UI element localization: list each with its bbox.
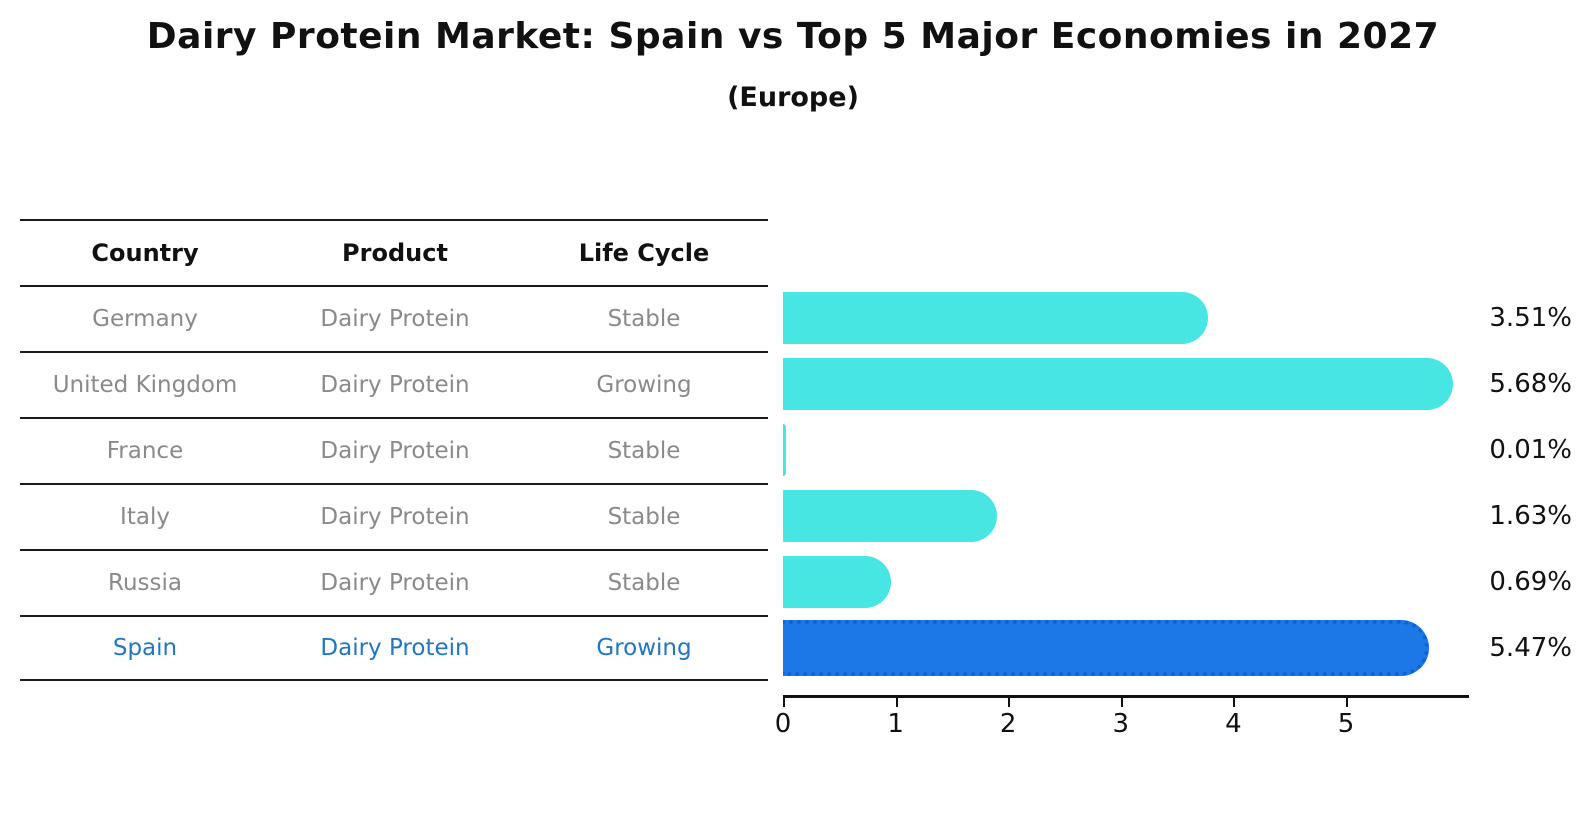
x-tick-mark <box>1120 698 1123 707</box>
x-tick-label: 3 <box>1112 709 1130 739</box>
cell-country: Italy <box>120 504 170 530</box>
bar-italy <box>783 490 997 542</box>
column-header-country: Country <box>91 239 199 267</box>
x-tick-label: 1 <box>887 709 904 739</box>
table-row-united-kingdom: United Kingdom Dairy Protein Growing <box>20 351 768 417</box>
value-label-column: 3.51% 5.68% 0.01% 1.63% 0.69% 5.47% <box>1458 285 1572 681</box>
column-header-lifecycle: Life Cycle <box>578 239 710 267</box>
value-label-france: 0.01% <box>1489 435 1572 465</box>
cell-product: Dairy Protein <box>320 372 470 398</box>
cell-country: Russia <box>108 570 182 596</box>
table-header-row: Country Product Life Cycle <box>20 219 768 285</box>
cell-lifecycle: Growing <box>596 372 692 398</box>
bar-slot-united-kingdom <box>783 351 1483 417</box>
cell-product: Dairy Protein <box>320 438 470 464</box>
value-label-russia: 0.69% <box>1489 567 1572 597</box>
table-row-france: France Dairy Protein Stable <box>20 417 768 483</box>
x-axis-line <box>783 695 1469 698</box>
bar-slot-germany <box>783 285 1483 351</box>
cell-country: Spain <box>112 635 178 661</box>
bar-slot-france <box>783 417 1483 483</box>
x-tick-label: 4 <box>1225 709 1242 739</box>
value-label-united-kingdom: 5.68% <box>1489 369 1572 399</box>
cell-lifecycle: Stable <box>607 306 681 332</box>
x-tick-label: 5 <box>1337 709 1355 739</box>
x-tick-mark <box>1346 698 1348 707</box>
data-table: Country Product Life Cycle Germany Dairy… <box>20 219 768 681</box>
value-label-spain: 5.47% <box>1489 633 1572 663</box>
x-tick-mark <box>1008 698 1011 707</box>
bar-slot-spain <box>783 615 1483 681</box>
cell-country: United Kingdom <box>52 372 238 398</box>
chart-subtitle: (Europe) <box>727 82 859 113</box>
bar-spain-highlighted <box>783 620 1429 676</box>
value-label-germany: 3.51% <box>1489 303 1572 333</box>
x-tick-mark <box>1233 698 1236 707</box>
x-tick-mark <box>895 698 898 707</box>
cell-country: France <box>106 438 184 464</box>
cell-lifecycle: Growing <box>596 635 692 661</box>
x-tick-mark <box>783 698 785 707</box>
x-tick-label: 2 <box>999 709 1017 739</box>
cell-product: Dairy Protein <box>320 570 470 596</box>
cell-product: Dairy Protein <box>320 635 470 661</box>
cell-product: Dairy Protein <box>320 504 470 530</box>
bar-russia <box>783 556 891 608</box>
chart-title: Dairy Protein Market: Spain vs Top 5 Maj… <box>146 16 1440 57</box>
bar-chart: 0 1 2 3 4 5 <box>775 285 1483 739</box>
bar-united-kingdom <box>783 358 1453 410</box>
cell-product: Dairy Protein <box>320 306 470 332</box>
table-row-germany: Germany Dairy Protein Stable <box>20 285 768 351</box>
table-row-spain: Spain Dairy Protein Growing <box>20 615 768 681</box>
bar-slot-russia <box>783 549 1483 615</box>
column-header-product: Product <box>342 239 448 267</box>
cell-country: Germany <box>92 306 198 332</box>
cell-lifecycle: Stable <box>607 504 681 530</box>
x-tick-label: 0 <box>774 709 792 739</box>
value-label-italy: 1.63% <box>1489 501 1572 531</box>
bar-slot-italy <box>783 483 1483 549</box>
bar-germany <box>783 292 1209 344</box>
table-row-russia: Russia Dairy Protein Stable <box>20 549 768 615</box>
cell-lifecycle: Stable <box>607 438 681 464</box>
table-row-italy: Italy Dairy Protein Stable <box>20 483 768 549</box>
bar-france <box>783 424 786 476</box>
cell-lifecycle: Stable <box>607 570 681 596</box>
